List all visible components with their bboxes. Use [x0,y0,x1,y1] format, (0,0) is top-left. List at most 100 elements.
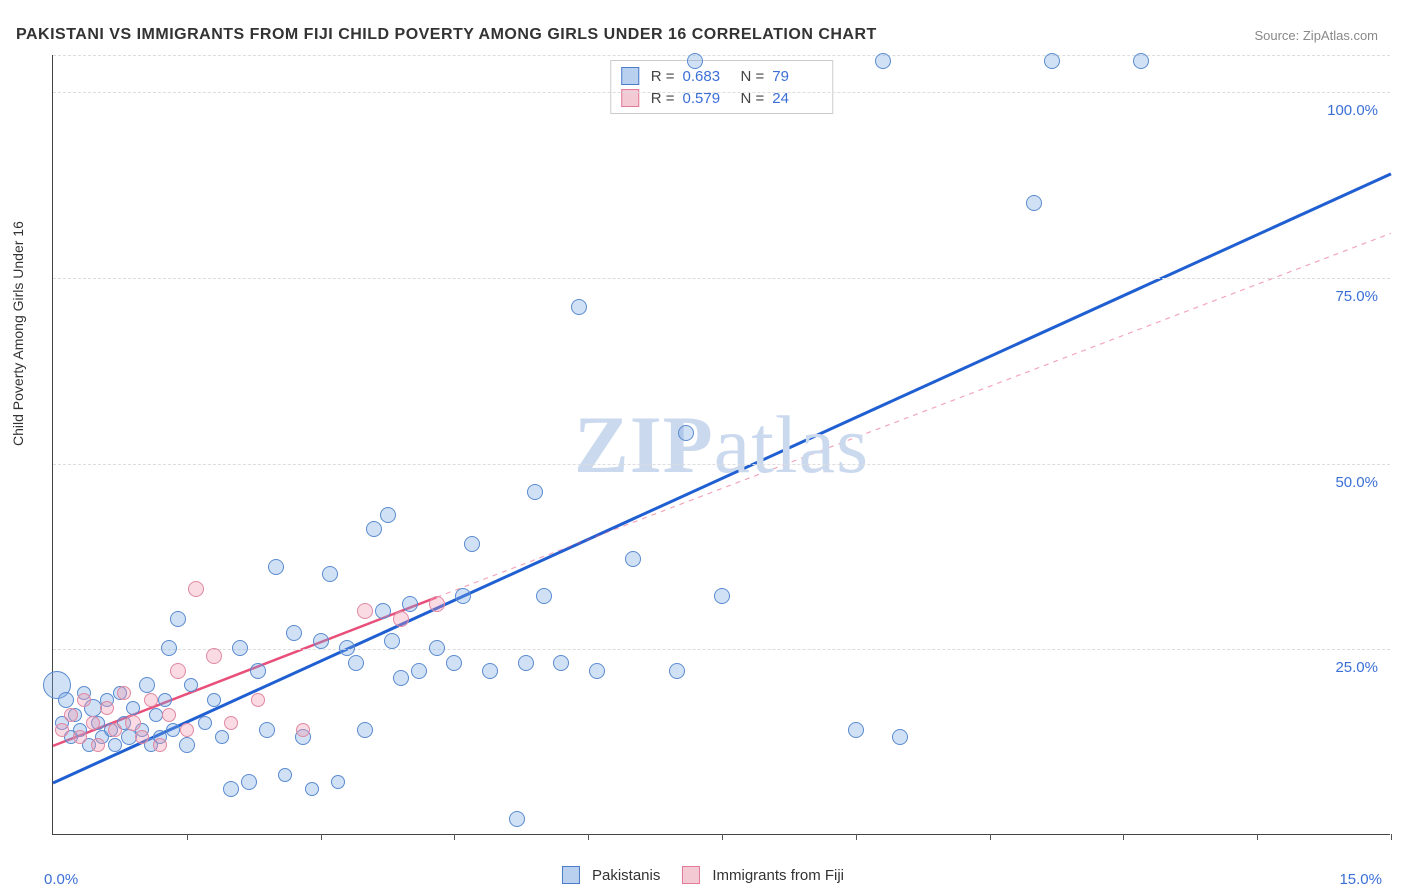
legend-bottom: Pakistanis Immigrants from Fiji [562,866,844,884]
data-point [77,693,91,707]
data-point [139,677,155,693]
data-point [198,716,212,730]
legend-bottom-item-1: Immigrants from Fiji [682,866,844,884]
data-point [375,603,391,619]
data-point [536,588,552,604]
data-point [357,722,373,738]
x-tick [1391,834,1392,840]
gridline-h [53,92,1390,93]
y-tick-label: 25.0% [1335,659,1378,676]
data-point [144,693,158,707]
y-tick-label: 50.0% [1335,474,1378,491]
gridline-h [53,278,1390,279]
x-tick [722,834,723,840]
x-tick [454,834,455,840]
data-point [125,715,141,731]
data-point [1044,53,1060,69]
data-point [224,716,238,730]
legend-stats-row-1: R = 0.579 N = 24 [621,87,823,109]
data-point [251,693,265,707]
data-point [223,781,239,797]
data-point [678,425,694,441]
data-point [384,633,400,649]
data-point [166,723,180,737]
data-point [179,737,195,753]
data-point [518,655,534,671]
x-tick [321,834,322,840]
legend-R-value-0: 0.683 [683,68,733,85]
gridline-h [53,649,1390,650]
data-point [296,723,310,737]
legend-N-value-0: 79 [772,68,822,85]
plot-svg [53,55,1391,835]
x-tick [990,834,991,840]
data-point [58,692,74,708]
data-point [331,775,345,789]
data-point [393,670,409,686]
data-point [1133,53,1149,69]
data-point [393,611,409,627]
legend-bottom-item-0: Pakistanis [562,866,660,884]
data-point [571,299,587,315]
data-point [380,507,396,523]
trend-line-0 [53,174,1391,783]
y-tick-label: 100.0% [1327,102,1378,119]
x-axis-min-label: 0.0% [44,871,78,888]
legend-bottom-label-0: Pakistanis [592,867,660,884]
data-point [357,603,373,619]
y-axis-label: Child Poverty Among Girls Under 16 [10,221,26,446]
data-point [669,663,685,679]
data-point [241,774,257,790]
x-tick [856,834,857,840]
legend-swatch-0 [621,67,639,85]
data-point [339,640,355,656]
data-point [464,536,480,552]
trend-line-extend-1 [437,233,1391,597]
data-point [553,655,569,671]
data-point [286,625,302,641]
data-point [161,640,177,656]
data-point [446,655,462,671]
legend-stats-box: R = 0.683 N = 79 R = 0.579 N = 24 [610,60,834,114]
data-point [232,640,248,656]
data-point [305,782,319,796]
data-point [55,723,69,737]
x-tick [187,834,188,840]
data-point [170,611,186,627]
data-point [429,596,445,612]
data-point [714,588,730,604]
data-point [429,640,445,656]
data-point [91,738,105,752]
data-point [482,663,498,679]
data-point [875,53,891,69]
data-point [64,708,78,722]
x-axis-max-label: 15.0% [1339,871,1382,888]
data-point [322,566,338,582]
plot-area: ZIPatlas R = 0.683 N = 79 R = 0.579 N = … [52,55,1390,835]
data-point [206,648,222,664]
data-point [892,729,908,745]
data-point [73,730,87,744]
data-point [149,708,163,722]
data-point [170,663,186,679]
data-point [153,738,167,752]
data-point [455,588,471,604]
data-point [366,521,382,537]
data-point [1026,195,1042,211]
legend-bottom-label-1: Immigrants from Fiji [712,867,844,884]
x-tick [1123,834,1124,840]
data-point [348,655,364,671]
data-point [278,768,292,782]
data-point [135,730,149,744]
data-point [250,663,266,679]
legend-N-label: N = [741,68,765,85]
data-point [180,723,194,737]
legend-bottom-swatch-1 [682,866,700,884]
gridline-h [53,55,1390,56]
data-point [126,701,140,715]
data-point [848,722,864,738]
data-point [100,701,114,715]
data-point [162,708,176,722]
x-tick [1257,834,1258,840]
data-point [259,722,275,738]
